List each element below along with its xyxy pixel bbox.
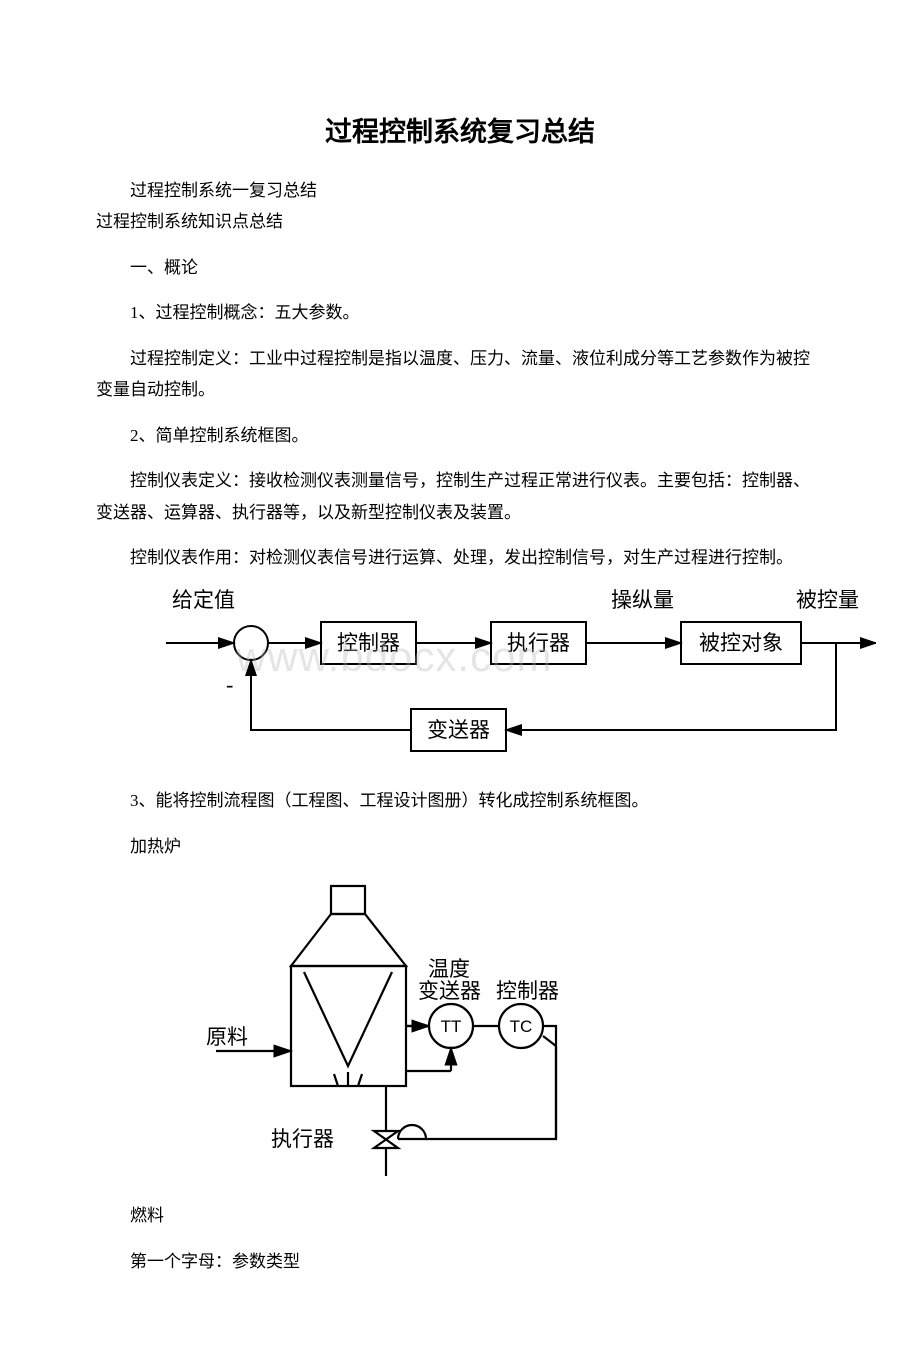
p-2: 过程控制定义：工业中过程控制是指以温度、压力、流量、液位利成分等工艺参数作为被控… [96,343,824,406]
p-1: 1、过程控制概念：五大参数。 [96,297,824,328]
svg-text:TC: TC [510,1017,533,1036]
intro-2: 过程控制系统知识点总结 [96,206,824,237]
svg-text:变送器: 变送器 [427,718,490,742]
p-5: 控制仪表作用：对检测仪表信号进行运算、处理，发出控制信号，对生产过程进行控制。 [96,542,824,573]
page-title: 过程控制系统复习总结 [96,110,824,149]
section-1: 一、概论 [96,252,824,283]
svg-text:温度: 温度 [428,957,470,981]
svg-text:执行器: 执行器 [271,1127,334,1151]
svg-text:给定值: 给定值 [172,588,235,612]
p-6: 3、能将控制流程图（工程图、工程设计图册）转化成控制系统框图。 [96,785,824,816]
block-diagram: 控制器 执行器 被控对象变送器 给定值 操纵量 被控量 - [136,587,876,767]
svg-text:被控对象: 被控对象 [699,631,783,655]
svg-text:-: - [226,672,233,697]
svg-text:TT: TT [441,1017,462,1036]
svg-text:执行器: 执行器 [507,631,570,655]
furnace-diagram-container: 原料执行器 TT TC 温度变送器控制器 [196,876,824,1186]
svg-text:控制器: 控制器 [337,631,400,655]
p-4: 控制仪表定义：接收检测仪表测量信号，控制生产过程正常进行仪表。主要包括：控制器、… [96,465,824,528]
svg-text:控制器: 控制器 [496,979,559,1003]
p-3: 2、简单控制系统框图。 [96,420,824,451]
p-7: 加热炉 [96,831,824,862]
intro-1: 过程控制系统一复习总结 [96,175,824,206]
p-9: 第一个字母：参数类型 [96,1246,824,1277]
svg-text:变送器: 变送器 [418,979,481,1003]
p-8: 燃料 [96,1200,824,1231]
svg-text:操纵量: 操纵量 [611,588,674,612]
block-diagram-container: 控制器执行器被控对象变送器给定值操纵量被控量- www.bdocx.com [136,587,824,767]
svg-text:被控量: 被控量 [796,588,859,612]
svg-text:原料: 原料 [206,1025,248,1049]
furnace-diagram: 原料执行器 TT TC 温度变送器控制器 [196,876,596,1186]
